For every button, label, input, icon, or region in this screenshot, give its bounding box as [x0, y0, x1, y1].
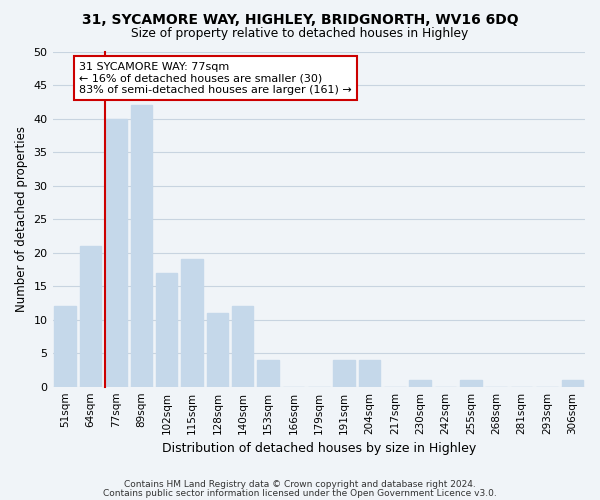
- Bar: [156, 272, 178, 386]
- Text: Contains public sector information licensed under the Open Government Licence v3: Contains public sector information licen…: [103, 488, 497, 498]
- Bar: [80, 246, 101, 386]
- Bar: [131, 105, 152, 386]
- Bar: [105, 118, 127, 386]
- Bar: [359, 360, 380, 386]
- Bar: [181, 260, 203, 386]
- Text: Size of property relative to detached houses in Highley: Size of property relative to detached ho…: [131, 28, 469, 40]
- Bar: [55, 306, 76, 386]
- Text: 31 SYCAMORE WAY: 77sqm
← 16% of detached houses are smaller (30)
83% of semi-det: 31 SYCAMORE WAY: 77sqm ← 16% of detached…: [79, 62, 352, 95]
- Bar: [334, 360, 355, 386]
- Y-axis label: Number of detached properties: Number of detached properties: [15, 126, 28, 312]
- Bar: [232, 306, 253, 386]
- X-axis label: Distribution of detached houses by size in Highley: Distribution of detached houses by size …: [161, 442, 476, 455]
- Text: Contains HM Land Registry data © Crown copyright and database right 2024.: Contains HM Land Registry data © Crown c…: [124, 480, 476, 489]
- Bar: [257, 360, 279, 386]
- Text: 31, SYCAMORE WAY, HIGHLEY, BRIDGNORTH, WV16 6DQ: 31, SYCAMORE WAY, HIGHLEY, BRIDGNORTH, W…: [82, 12, 518, 26]
- Bar: [460, 380, 482, 386]
- Bar: [562, 380, 583, 386]
- Bar: [409, 380, 431, 386]
- Bar: [206, 313, 228, 386]
